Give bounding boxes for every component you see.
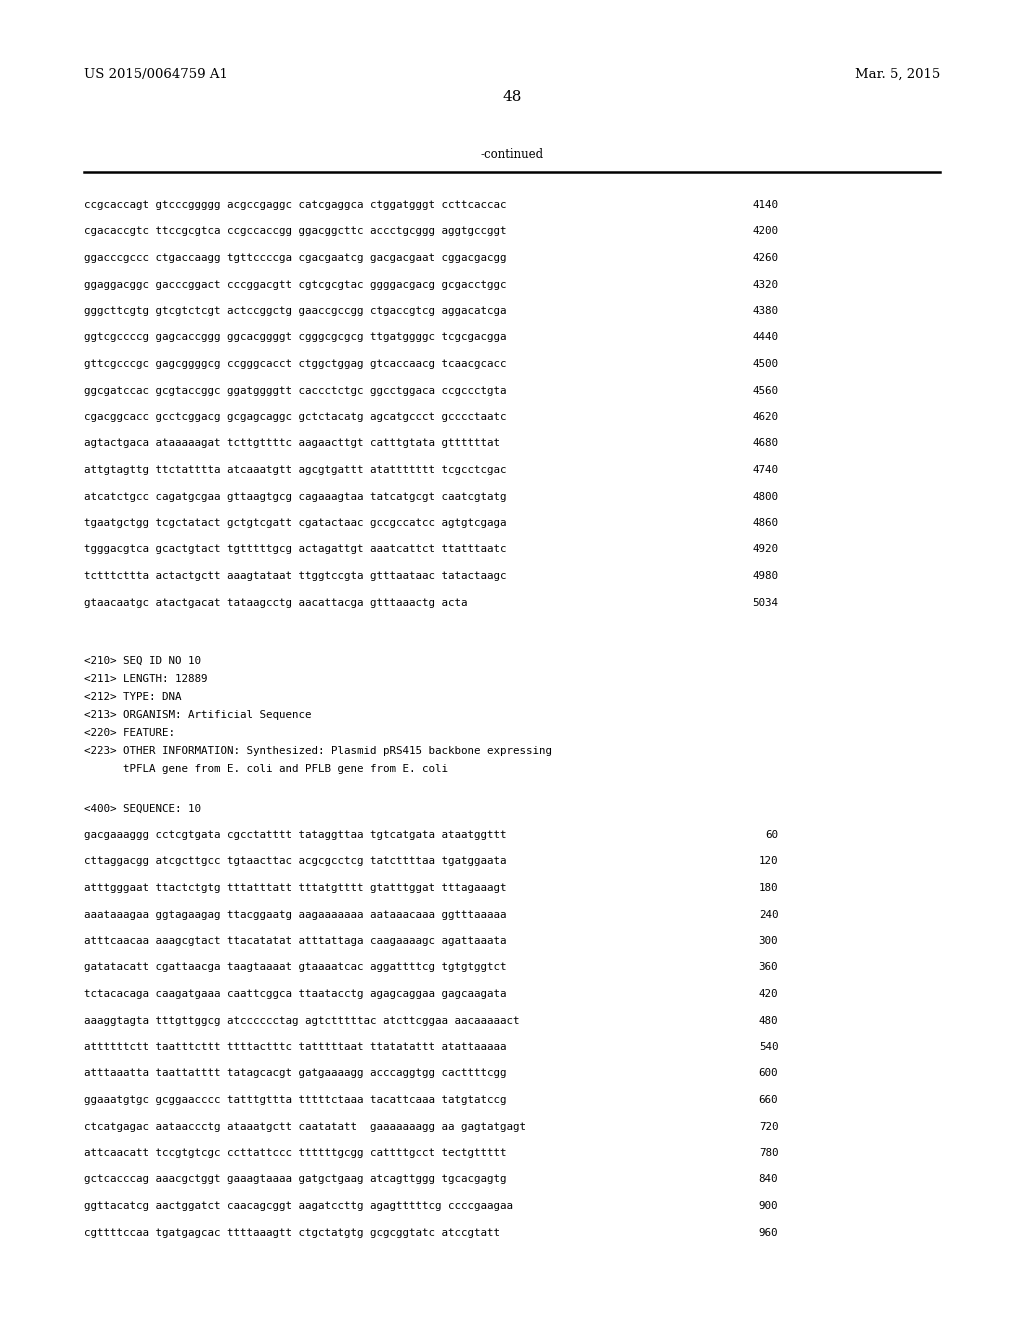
Text: cgacaccgtc ttccgcgtca ccgccaccgg ggacggcttc accctgcggg aggtgccggt: cgacaccgtc ttccgcgtca ccgccaccgg ggacggc… [84,227,507,236]
Text: 660: 660 [759,1096,778,1105]
Text: 300: 300 [759,936,778,946]
Text: -continued: -continued [480,148,544,161]
Text: ctcatgagac aataaccctg ataaatgctt caatatatt  gaaaaaaagg aa gagtatgagt: ctcatgagac aataaccctg ataaatgctt caatata… [84,1122,526,1131]
Text: 900: 900 [759,1201,778,1210]
Text: 4260: 4260 [753,253,778,263]
Text: 4680: 4680 [753,438,778,449]
Text: <210> SEQ ID NO 10: <210> SEQ ID NO 10 [84,656,201,667]
Text: <213> ORGANISM: Artificial Sequence: <213> ORGANISM: Artificial Sequence [84,710,311,719]
Text: 4740: 4740 [753,465,778,475]
Text: 4920: 4920 [753,544,778,554]
Text: 4380: 4380 [753,306,778,315]
Text: aaaggtagta tttgttggcg atcccccctag agtctttttac atcttcggaa aacaaaaact: aaaggtagta tttgttggcg atcccccctag agtctt… [84,1015,519,1026]
Text: atttgggaat ttactctgtg tttatttatt tttatgtttt gtatttggat tttagaaagt: atttgggaat ttactctgtg tttatttatt tttatgt… [84,883,507,894]
Text: tgaatgctgg tcgctatact gctgtcgatt cgatactaac gccgccatcc agtgtcgaga: tgaatgctgg tcgctatact gctgtcgatt cgatact… [84,517,507,528]
Text: ggttacatcg aactggatct caacagcggt aagatccttg agagtttttcg ccccgaagaa: ggttacatcg aactggatct caacagcggt aagatcc… [84,1201,513,1210]
Text: gtaacaatgc atactgacat tataagcctg aacattacga gtttaaactg acta: gtaacaatgc atactgacat tataagcctg aacatta… [84,598,468,607]
Text: ggacccgccc ctgaccaagg tgttccccga cgacgaatcg gacgacgaat cggacgacgg: ggacccgccc ctgaccaagg tgttccccga cgacgaa… [84,253,507,263]
Text: attttttctt taatttcttt ttttactttc tatttttaat ttatatattt atattaaaaa: attttttctt taatttcttt ttttactttc tattttt… [84,1041,507,1052]
Text: atcatctgcc cagatgcgaa gttaagtgcg cagaaagtaa tatcatgcgt caatcgtatg: atcatctgcc cagatgcgaa gttaagtgcg cagaaag… [84,491,507,502]
Text: 5034: 5034 [753,598,778,607]
Text: 4140: 4140 [753,201,778,210]
Text: 780: 780 [759,1148,778,1158]
Text: ccgcaccagt gtcccggggg acgccgaggc catcgaggca ctggatgggt ccttcaccac: ccgcaccagt gtcccggggg acgccgaggc catcgag… [84,201,507,210]
Text: attgtagttg ttctatttta atcaaatgtt agcgtgattt atattttttt tcgcctcgac: attgtagttg ttctatttta atcaaatgtt agcgtga… [84,465,507,475]
Text: cgttttccaa tgatgagcac ttttaaagtt ctgctatgtg gcgcggtatc atccgtatt: cgttttccaa tgatgagcac ttttaaagtt ctgctat… [84,1228,500,1238]
Text: gttcgcccgc gagcggggcg ccgggcacct ctggctggag gtcaccaacg tcaacgcacc: gttcgcccgc gagcggggcg ccgggcacct ctggctg… [84,359,507,370]
Text: 4500: 4500 [753,359,778,370]
Text: gggcttcgtg gtcgtctcgt actccggctg gaaccgccgg ctgaccgtcg aggacatcga: gggcttcgtg gtcgtctcgt actccggctg gaaccgc… [84,306,507,315]
Text: <211> LENGTH: 12889: <211> LENGTH: 12889 [84,675,208,684]
Text: 720: 720 [759,1122,778,1131]
Text: 4320: 4320 [753,280,778,289]
Text: cttaggacgg atcgcttgcc tgtaacttac acgcgcctcg tatcttttaa tgatggaata: cttaggacgg atcgcttgcc tgtaacttac acgcgcc… [84,857,507,866]
Text: attcaacatt tccgtgtcgc ccttattccc ttttttgcgg cattttgcct tectgttttt: attcaacatt tccgtgtcgc ccttattccc ttttttg… [84,1148,507,1158]
Text: <212> TYPE: DNA: <212> TYPE: DNA [84,692,181,702]
Text: 120: 120 [759,857,778,866]
Text: gacgaaaggg cctcgtgata cgcctatttt tataggttaa tgtcatgata ataatggttt: gacgaaaggg cctcgtgata cgcctatttt tataggt… [84,830,507,840]
Text: US 2015/0064759 A1: US 2015/0064759 A1 [84,69,228,81]
Text: agtactgaca ataaaaagat tcttgttttc aagaacttgt catttgtata gttttttat: agtactgaca ataaaaagat tcttgttttc aagaact… [84,438,500,449]
Text: 4560: 4560 [753,385,778,396]
Text: 4440: 4440 [753,333,778,342]
Text: ggaaatgtgc gcggaacccc tatttgttta tttttctaaa tacattcaaa tatgtatccg: ggaaatgtgc gcggaacccc tatttgttta tttttct… [84,1096,507,1105]
Text: Mar. 5, 2015: Mar. 5, 2015 [855,69,940,81]
Text: 600: 600 [759,1068,778,1078]
Text: tPFLA gene from E. coli and PFLB gene from E. coli: tPFLA gene from E. coli and PFLB gene fr… [84,764,447,774]
Text: 60: 60 [765,830,778,840]
Text: 48: 48 [503,90,521,104]
Text: atttcaacaa aaagcgtact ttacatatat atttattaga caagaaaagc agattaaata: atttcaacaa aaagcgtact ttacatatat atttatt… [84,936,507,946]
Text: 4860: 4860 [753,517,778,528]
Text: 540: 540 [759,1041,778,1052]
Text: 420: 420 [759,989,778,999]
Text: 840: 840 [759,1175,778,1184]
Text: 4800: 4800 [753,491,778,502]
Text: tgggacgtca gcactgtact tgtttttgcg actagattgt aaatcattct ttatttaatc: tgggacgtca gcactgtact tgtttttgcg actagat… [84,544,507,554]
Text: gctcacccag aaacgctggt gaaagtaaaa gatgctgaag atcagttggg tgcacgagtg: gctcacccag aaacgctggt gaaagtaaaa gatgctg… [84,1175,507,1184]
Text: ggcgatccac gcgtaccggc ggatggggtt caccctctgc ggcctggaca ccgccctgta: ggcgatccac gcgtaccggc ggatggggtt caccctc… [84,385,507,396]
Text: ggtcgccccg gagcaccggg ggcacggggt cgggcgcgcg ttgatggggc tcgcgacgga: ggtcgccccg gagcaccggg ggcacggggt cgggcgc… [84,333,507,342]
Text: tctttcttta actactgctt aaagtataat ttggtccgta gtttaataac tatactaagc: tctttcttta actactgctt aaagtataat ttggtcc… [84,572,507,581]
Text: aaataaagaa ggtagaagag ttacggaatg aagaaaaaaa aataaacaaa ggtttaaaaa: aaataaagaa ggtagaagag ttacggaatg aagaaaa… [84,909,507,920]
Text: <223> OTHER INFORMATION: Synthesized: Plasmid pRS415 backbone expressing: <223> OTHER INFORMATION: Synthesized: Pl… [84,746,552,756]
Text: 480: 480 [759,1015,778,1026]
Text: ggaggacggc gacccggact cccggacgtt cgtcgcgtac ggggacgacg gcgacctggc: ggaggacggc gacccggact cccggacgtt cgtcgcg… [84,280,507,289]
Text: tctacacaga caagatgaaa caattcggca ttaatacctg agagcaggaa gagcaagata: tctacacaga caagatgaaa caattcggca ttaatac… [84,989,507,999]
Text: <220> FEATURE:: <220> FEATURE: [84,729,175,738]
Text: atttaaatta taattatttt tatagcacgt gatgaaaagg acccaggtgg cacttttcgg: atttaaatta taattatttt tatagcacgt gatgaaa… [84,1068,507,1078]
Text: <400> SEQUENCE: 10: <400> SEQUENCE: 10 [84,804,201,814]
Text: 240: 240 [759,909,778,920]
Text: 4980: 4980 [753,572,778,581]
Text: gatatacatt cgattaacga taagtaaaat gtaaaatcac aggattttcg tgtgtggtct: gatatacatt cgattaacga taagtaaaat gtaaaat… [84,962,507,973]
Text: cgacggcacc gcctcggacg gcgagcaggc gctctacatg agcatgccct gcccctaatc: cgacggcacc gcctcggacg gcgagcaggc gctctac… [84,412,507,422]
Text: 960: 960 [759,1228,778,1238]
Text: 180: 180 [759,883,778,894]
Text: 4200: 4200 [753,227,778,236]
Text: 360: 360 [759,962,778,973]
Text: 4620: 4620 [753,412,778,422]
